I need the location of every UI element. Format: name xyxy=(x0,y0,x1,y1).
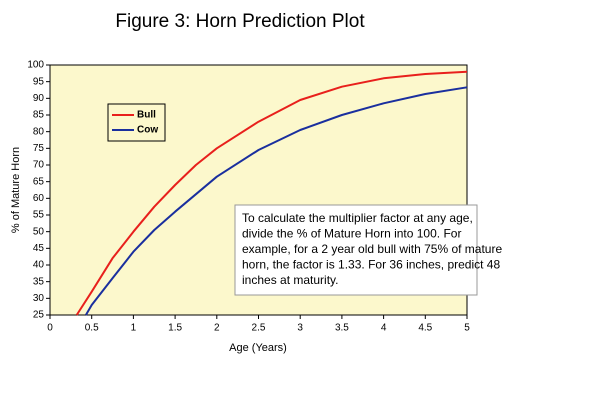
series-line xyxy=(85,86,468,316)
y-tick-label: 95 xyxy=(33,76,45,87)
annotation-line: To calculate the multiplier factor at an… xyxy=(242,211,473,225)
y-tick-label: 85 xyxy=(33,110,45,121)
y-axis-label: % of Mature Horn xyxy=(10,147,22,233)
chart-title: Figure 3: Horn Prediction Plot xyxy=(115,11,365,32)
y-tick-label: 55 xyxy=(33,210,45,221)
x-tick-label: 5 xyxy=(464,323,470,334)
annotation-box xyxy=(234,204,478,296)
x-tick-label: 0 xyxy=(47,323,53,334)
y-tick-label: 45 xyxy=(33,243,45,254)
x-tick-label: 0.5 xyxy=(85,323,99,334)
x-tick-label: 4 xyxy=(381,323,387,334)
x-tick-label: 1 xyxy=(131,323,137,334)
y-tick-label: 35 xyxy=(33,276,45,287)
y-tick-label: 30 xyxy=(33,293,45,304)
x-tick-label: 4.5 xyxy=(418,323,432,334)
x-tick-label: 2 xyxy=(214,323,220,334)
y-tick-label: 75 xyxy=(33,143,45,154)
annotation-line: horn, the factor is 1.33. For 36 inches,… xyxy=(242,258,500,272)
annotation-line: inches at maturity. xyxy=(242,273,338,287)
x-tick-label: 3.5 xyxy=(335,323,349,334)
x-tick-label: 3 xyxy=(297,323,303,334)
legend-label: Cow xyxy=(137,125,158,136)
y-tick-label: 40 xyxy=(33,260,45,271)
y-tick-label: 70 xyxy=(33,160,45,171)
y-tick-label: 60 xyxy=(33,193,45,204)
y-tick-label: 50 xyxy=(33,226,45,237)
y-tick-label: 100 xyxy=(27,60,44,71)
x-axis-label: Age (Years) xyxy=(229,342,287,354)
x-tick-label: 1.5 xyxy=(168,323,182,334)
legend-box xyxy=(107,103,166,142)
annotation-line: example, for a 2 year old bull with 75% … xyxy=(242,242,502,256)
annotation-line: divide the % of Mature Horn into 100. Fo… xyxy=(242,227,461,241)
legend-label: Bull xyxy=(137,110,156,121)
y-tick-label: 25 xyxy=(33,310,45,321)
y-tick-label: 80 xyxy=(33,126,45,137)
y-tick-label: 90 xyxy=(33,93,45,104)
x-tick-label: 2.5 xyxy=(252,323,266,334)
y-tick-label: 65 xyxy=(33,176,45,187)
series-line xyxy=(75,70,468,316)
